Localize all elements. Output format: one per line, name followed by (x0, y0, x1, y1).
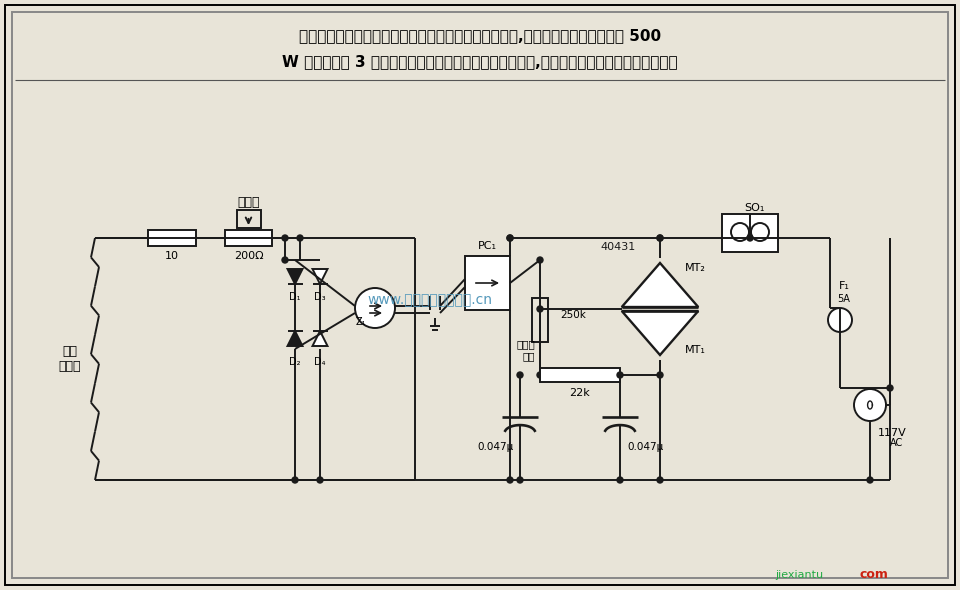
Circle shape (657, 235, 663, 241)
Circle shape (507, 235, 513, 241)
Bar (465, 256, 510, 310)
Polygon shape (287, 331, 302, 346)
Circle shape (617, 372, 623, 378)
Text: 0.047μ: 0.047μ (627, 442, 663, 452)
Circle shape (657, 372, 663, 378)
Circle shape (292, 477, 298, 483)
Circle shape (282, 257, 288, 263)
Circle shape (828, 308, 852, 332)
Text: 灵敏度: 灵敏度 (237, 196, 260, 209)
Circle shape (887, 385, 893, 391)
Polygon shape (622, 311, 698, 355)
Text: 当本电路连接到高保真设备或电子乐器的扬声器两端时,可按音频电平比例地调变 500: 当本电路连接到高保真设备或电子乐器的扬声器两端时,可按音频电平比例地调变 500 (299, 28, 661, 44)
Bar (236, 210, 260, 228)
Text: com: com (860, 569, 889, 582)
Circle shape (537, 372, 543, 378)
Text: SO₁: SO₁ (745, 203, 765, 213)
Text: AC: AC (890, 438, 903, 448)
Polygon shape (313, 269, 327, 284)
Polygon shape (287, 269, 302, 284)
Text: W 的灯泡。用 3 组适当的音频滤波器和不同颜色的聚光镜,使舞台获得彩色音乐照明的效果。: W 的灯泡。用 3 组适当的音频滤波器和不同颜色的聚光镜,使舞台获得彩色音乐照明… (282, 54, 678, 70)
Circle shape (854, 389, 886, 421)
Text: 来自
扬声器: 来自 扬声器 (59, 345, 82, 373)
Text: 40431: 40431 (600, 242, 636, 252)
Circle shape (507, 477, 513, 483)
Bar (722, 214, 778, 252)
Text: 200Ω: 200Ω (233, 251, 263, 261)
Circle shape (507, 235, 513, 241)
Text: F₁: F₁ (839, 281, 850, 291)
Circle shape (657, 477, 663, 483)
Text: MT₂: MT₂ (685, 263, 706, 273)
Circle shape (731, 223, 749, 241)
Text: Z₁: Z₁ (356, 317, 367, 327)
Text: 0.047μ: 0.047μ (477, 442, 514, 452)
Text: D₂: D₂ (289, 357, 300, 367)
Bar (532, 298, 548, 342)
Text: www.收藏科技有限公司.cn: www.收藏科技有限公司.cn (368, 293, 492, 307)
Circle shape (537, 257, 543, 263)
Circle shape (297, 235, 303, 241)
Circle shape (617, 477, 623, 483)
Text: D₄: D₄ (314, 357, 325, 367)
Bar (540, 368, 620, 382)
Circle shape (517, 372, 523, 378)
Circle shape (282, 235, 288, 241)
Bar (148, 230, 196, 246)
Polygon shape (622, 263, 698, 307)
Text: jiexiantu: jiexiantu (775, 570, 823, 580)
Text: 5A: 5A (837, 294, 851, 304)
Circle shape (657, 235, 663, 241)
Text: 10: 10 (165, 251, 179, 261)
Text: PC₁: PC₁ (478, 241, 497, 251)
Text: 250k: 250k (560, 310, 586, 320)
Circle shape (537, 306, 543, 312)
Text: MT₁: MT₁ (685, 345, 706, 355)
Circle shape (751, 223, 769, 241)
Circle shape (355, 288, 395, 328)
Polygon shape (313, 331, 327, 346)
Circle shape (517, 477, 523, 483)
Text: D₃: D₃ (314, 292, 325, 302)
Text: 117V: 117V (878, 428, 907, 438)
Circle shape (867, 477, 873, 483)
Bar (225, 230, 272, 246)
Text: 22k: 22k (569, 388, 590, 398)
Circle shape (317, 477, 323, 483)
Text: D₁: D₁ (289, 292, 300, 302)
Text: 背景光
调节: 背景光 调节 (516, 339, 535, 361)
Circle shape (747, 235, 753, 241)
